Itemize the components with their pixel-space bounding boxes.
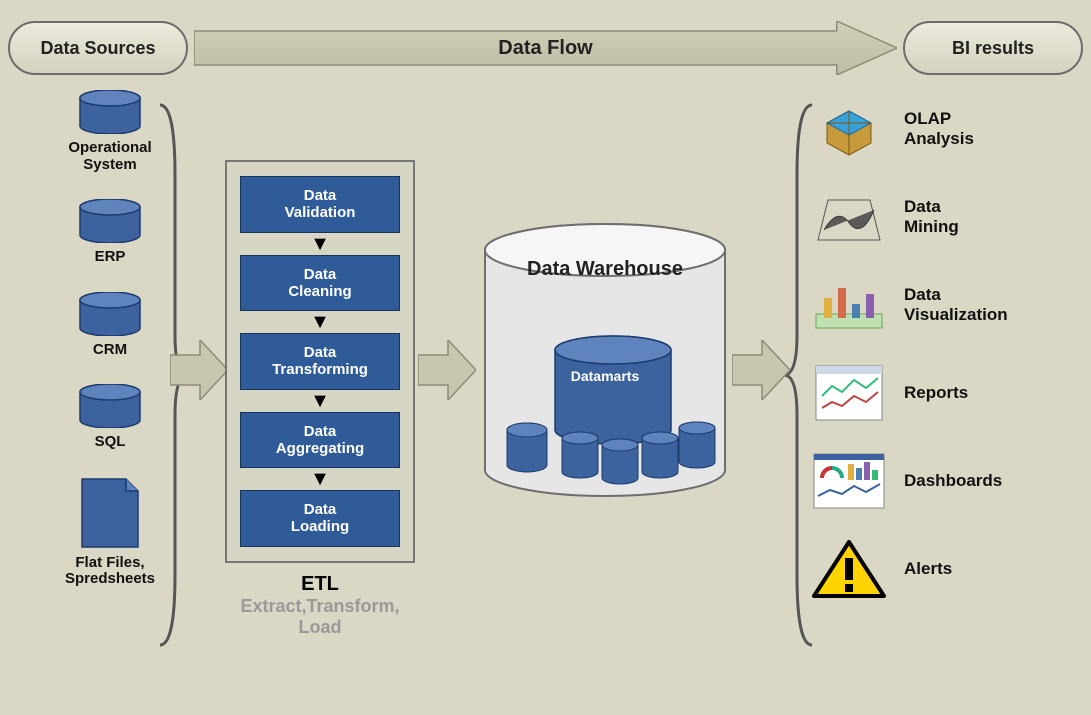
header-pill-sources: Data Sources (8, 21, 188, 75)
down-arrow-icon: ▼ (310, 470, 330, 488)
source-item-4: Flat Files,Spredsheets (30, 477, 190, 588)
bi-label: Dashboards (904, 471, 1002, 491)
bi-item-surface: DataMining (810, 186, 1070, 248)
viz-icon (810, 274, 888, 336)
down-arrow-icon: ▼ (310, 392, 330, 410)
bi-item-viz: DataVisualization (810, 274, 1070, 336)
source-label: OperationalSystem (68, 140, 151, 173)
column-data-warehouse: Data Warehouse Datamarts (475, 90, 735, 520)
data-warehouse-graphic: Data Warehouse Datamarts (475, 220, 735, 520)
datamarts-label: Datamarts (475, 368, 735, 384)
etl-title: ETL (225, 573, 415, 596)
bi-item-report: Reports (810, 362, 1070, 424)
report-icon (810, 362, 888, 424)
olap-icon (810, 98, 888, 160)
etl-process-box: DataValidation▼DataCleaning▼DataTransfor… (225, 160, 415, 563)
column-data-sources: OperationalSystem ERP CRM SQL Flat Files,Spr… (30, 90, 190, 614)
surface-icon (810, 186, 888, 248)
etl-subtitle: Extract,Transform,Load (225, 596, 415, 639)
bi-label: OLAPAnalysis (904, 109, 974, 148)
data-warehouse-label: Data Warehouse (475, 258, 735, 281)
header-bar: Data Sources Data Flow BI results (8, 18, 1083, 78)
cylinder-icon (78, 384, 142, 428)
etl-step-4: DataLoading (240, 490, 400, 547)
bi-label: Alerts (904, 559, 952, 579)
source-item-0: OperationalSystem (30, 90, 190, 173)
file-icon (78, 477, 142, 549)
header-flow-label: Data Flow (194, 37, 897, 60)
cylinder-icon (78, 292, 142, 336)
cylinder-icon (78, 199, 142, 243)
dashboard-icon (810, 450, 888, 512)
alert-icon (810, 538, 888, 600)
source-label: ERP (95, 249, 126, 266)
bi-item-olap: OLAPAnalysis (810, 98, 1070, 160)
bi-label: DataVisualization (904, 285, 1008, 324)
etl-step-3: DataAggregating (240, 412, 400, 469)
source-label: SQL (95, 434, 126, 451)
source-item-1: ERP (30, 199, 190, 266)
etl-step-1: DataCleaning (240, 255, 400, 312)
flow-arrow-3 (732, 340, 790, 400)
cylinder-icon (78, 90, 142, 134)
bi-item-alert: Alerts (810, 538, 1070, 600)
column-bi-results: OLAPAnalysis DataMining DataVisualization R… (810, 90, 1070, 626)
flow-arrow-2 (418, 340, 476, 400)
header-pill-results: BI results (903, 21, 1083, 75)
bi-label: Reports (904, 383, 968, 403)
down-arrow-icon: ▼ (310, 313, 330, 331)
column-etl: DataValidation▼DataCleaning▼DataTransfor… (225, 90, 415, 639)
header-flow-arrow: Data Flow (194, 21, 897, 75)
etl-step-0: DataValidation (240, 176, 400, 233)
etl-step-2: DataTransforming (240, 333, 400, 390)
source-item-2: CRM (30, 292, 190, 359)
bi-item-dashboard: Dashboards (810, 450, 1070, 512)
down-arrow-icon: ▼ (310, 235, 330, 253)
source-item-3: SQL (30, 384, 190, 451)
bi-label: DataMining (904, 197, 959, 236)
source-label: CRM (93, 342, 127, 359)
source-label: Flat Files,Spredsheets (65, 555, 155, 588)
